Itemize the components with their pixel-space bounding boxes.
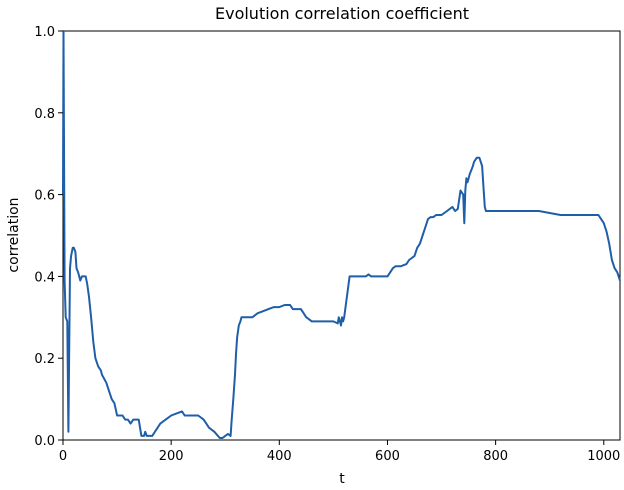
y-tick-label: 0.2 bbox=[34, 352, 55, 367]
y-tick-label: 1.0 bbox=[34, 25, 55, 40]
x-tick-label: 400 bbox=[267, 449, 292, 464]
x-axis-ticks: 0 200 400 600 800 1000 bbox=[59, 440, 620, 464]
chart-title: Evolution correlation coefficient bbox=[215, 4, 469, 23]
plot-area bbox=[62, 30, 621, 441]
plot-frame bbox=[62, 30, 621, 441]
x-tick-label: 800 bbox=[483, 449, 508, 464]
x-tick-label: 0 bbox=[59, 449, 67, 464]
y-tick-label: 0.6 bbox=[34, 189, 55, 204]
y-tick-label: 0.8 bbox=[34, 107, 55, 122]
series-layer bbox=[62, 30, 621, 439]
y-tick-label: 0.0 bbox=[34, 434, 55, 449]
x-tick-label: 1000 bbox=[587, 449, 620, 464]
series-line bbox=[62, 30, 621, 439]
x-axis-label: t bbox=[339, 471, 345, 487]
x-tick-label: 600 bbox=[375, 449, 400, 464]
y-axis-label: correlation bbox=[6, 197, 22, 272]
x-tick-label: 200 bbox=[159, 449, 184, 464]
y-axis-ticks: 0.0 0.2 0.4 0.6 0.8 1.0 bbox=[34, 25, 63, 449]
y-tick-label: 0.4 bbox=[34, 270, 55, 285]
